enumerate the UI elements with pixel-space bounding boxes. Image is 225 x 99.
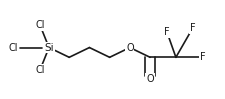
Text: F: F <box>189 23 195 33</box>
Text: Cl: Cl <box>35 20 45 30</box>
Text: Cl: Cl <box>8 43 18 53</box>
Text: F: F <box>163 27 169 37</box>
Text: O: O <box>146 74 153 84</box>
Text: F: F <box>199 52 205 62</box>
Text: Si: Si <box>44 43 54 53</box>
Text: Cl: Cl <box>35 65 45 75</box>
Text: O: O <box>126 43 133 53</box>
